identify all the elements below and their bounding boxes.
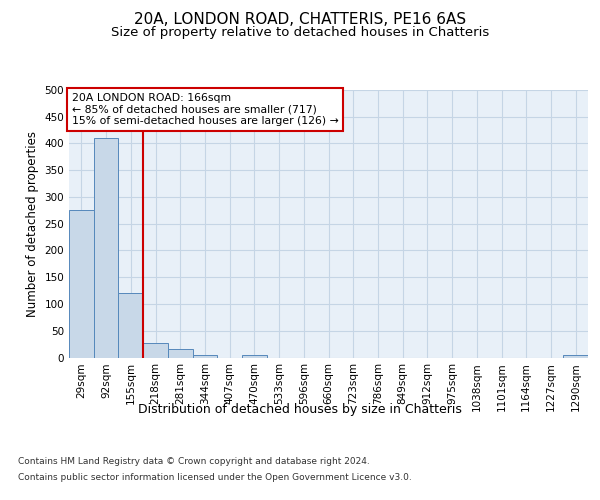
Text: Contains public sector information licensed under the Open Government Licence v3: Contains public sector information licen… bbox=[18, 472, 412, 482]
Bar bbox=[563, 355, 588, 358]
Bar bbox=[94, 138, 118, 358]
Bar bbox=[168, 350, 193, 358]
Bar bbox=[69, 210, 94, 358]
Text: Distribution of detached houses by size in Chatteris: Distribution of detached houses by size … bbox=[138, 402, 462, 415]
Text: Contains HM Land Registry data © Crown copyright and database right 2024.: Contains HM Land Registry data © Crown c… bbox=[18, 458, 370, 466]
Text: 20A, LONDON ROAD, CHATTERIS, PE16 6AS: 20A, LONDON ROAD, CHATTERIS, PE16 6AS bbox=[134, 12, 466, 28]
Bar bbox=[118, 294, 143, 358]
Y-axis label: Number of detached properties: Number of detached properties bbox=[26, 130, 39, 317]
Text: Size of property relative to detached houses in Chatteris: Size of property relative to detached ho… bbox=[111, 26, 489, 39]
Bar bbox=[143, 342, 168, 357]
Text: 20A LONDON ROAD: 166sqm
← 85% of detached houses are smaller (717)
15% of semi-d: 20A LONDON ROAD: 166sqm ← 85% of detache… bbox=[71, 92, 338, 126]
Bar bbox=[193, 355, 217, 358]
Bar bbox=[242, 355, 267, 358]
